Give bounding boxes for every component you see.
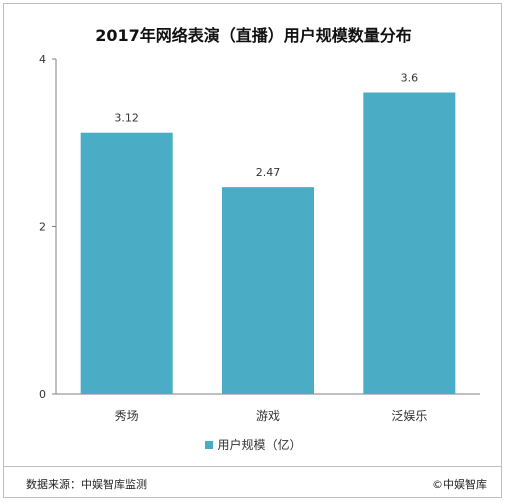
y-tick-label: 2 [39,221,46,234]
bars [80,92,456,394]
bar-chart: 0 2 4 3.12 2.47 3.6 秀场 游戏 泛娱乐 [39,53,480,423]
bar-1 [80,132,173,394]
legend-swatch [205,440,214,449]
x-tick-label: 秀场 [115,409,139,423]
legend: 用户规模（亿） [4,436,503,453]
source-note: 数据来源：中娱智库监测 [26,478,147,491]
x-tick-label: 泛娱乐 [391,409,427,423]
x-tick-labels: 秀场 游戏 泛娱乐 [115,409,428,423]
bar-2 [222,187,314,394]
data-label: 2.47 [256,166,281,179]
y-tick-label: 4 [39,53,46,66]
data-label: 3.6 [401,72,419,85]
legend-label: 用户规模（亿） [217,438,302,452]
chart-frame: 2017年网络表演（直播）用户规模数量分布 0 2 4 3.12 2.47 3.6 秀场… [3,3,502,498]
y-tick-labels: 0 2 4 [39,53,56,401]
data-labels: 3.12 2.47 3.6 [114,72,418,180]
chart-title: 2017年网络表演（直播）用户规模数量分布 [95,26,412,45]
copyright: ©中娱智库 [432,478,487,491]
footer: 数据来源：中娱智库监测 ©中娱智库 [4,466,501,498]
x-tick-label: 游戏 [256,409,280,423]
data-label: 3.12 [114,112,139,125]
y-tick-label: 0 [39,388,46,401]
bar-3 [363,92,456,394]
